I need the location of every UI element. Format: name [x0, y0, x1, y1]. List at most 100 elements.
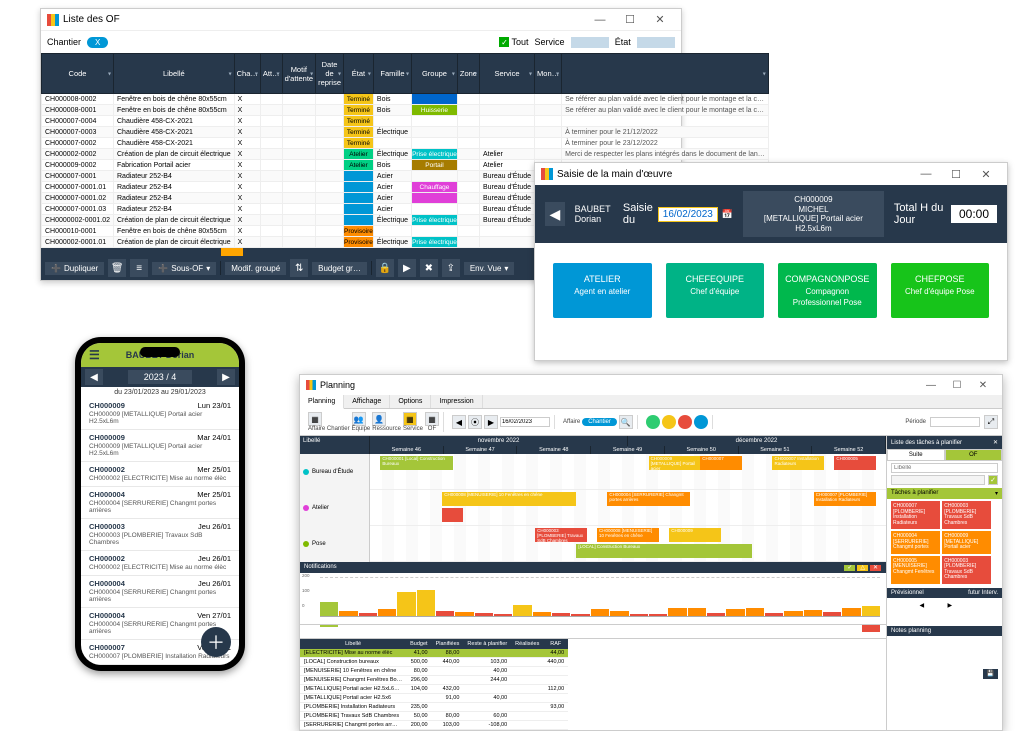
table-row[interactable]: CH000008-0001Fenêtre en bois de chêne 80…: [42, 105, 769, 116]
chantier-chip[interactable]: Chantier: [582, 418, 617, 426]
col-header[interactable]: État▾: [344, 54, 374, 94]
table-row[interactable]: CH000007-0002Chaudière 458-CX-2021XTermi…: [42, 138, 769, 149]
tab-options[interactable]: Options: [390, 395, 431, 408]
close-button[interactable]: ✕: [970, 380, 996, 391]
reorder-button[interactable]: ⇅: [290, 259, 308, 277]
gantt-bar[interactable]: CH000005: [834, 456, 875, 470]
btable-row[interactable]: [METALLIQUE] Portail acier H2.5x691,0040…: [300, 694, 568, 703]
btable-row[interactable]: [MENUISERIE] Changmt Fenêtres Bo…296,002…: [300, 676, 568, 685]
btable-col[interactable]: Budget: [406, 639, 431, 649]
side-notes-body[interactable]: [887, 636, 1002, 668]
col-header[interactable]: Code▾: [42, 54, 114, 94]
table-row[interactable]: CH000007-0004Chaudière 458-CX-2021XTermi…: [42, 116, 769, 127]
minimize-button[interactable]: —: [911, 168, 941, 180]
close-button[interactable]: ✕: [971, 168, 1001, 181]
maximize-button[interactable]: ☐: [944, 380, 970, 391]
menu-icon[interactable]: ☰: [89, 348, 100, 362]
gantt-bar[interactable]: CH000009: [669, 528, 721, 542]
back-button[interactable]: ◀: [545, 202, 565, 226]
side-task[interactable]: CH000005 [MENUISERIE] Changmt Fenêtres: [891, 556, 940, 584]
table-row[interactable]: CH000002-0002Création de plan de circuit…: [42, 149, 769, 160]
service-field[interactable]: [571, 37, 609, 48]
table-row[interactable]: CH000008-0002Fenêtre en bois de chêne 80…: [42, 94, 769, 105]
btable-col[interactable]: Libellé: [300, 639, 406, 649]
gantt-bar[interactable]: CH000003 [PLOMBERIE] Travaux SdB Chambre…: [535, 528, 587, 542]
side-search-input[interactable]: [891, 463, 998, 473]
btable-row[interactable]: [METALLIQUE] Portail acier H2.5xL6…104,0…: [300, 685, 568, 694]
nav-next-button[interactable]: ▶: [484, 415, 498, 429]
periode-input[interactable]: [930, 417, 980, 427]
list-button[interactable]: ≡: [130, 259, 148, 277]
prev-week-button[interactable]: ◀: [85, 369, 103, 385]
next-week-button[interactable]: ▶: [217, 369, 235, 385]
close-button[interactable]: ✕: [645, 13, 675, 26]
side-close-icon[interactable]: ✕: [993, 439, 998, 446]
zoom-button[interactable]: 🔍: [619, 415, 633, 429]
side-task[interactable]: CH000003 [PLOMBERIE] Travaux SdB Chambre…: [942, 556, 991, 584]
maximize-button[interactable]: ☐: [941, 168, 971, 181]
gantt-bar[interactable]: CH000007: [700, 456, 741, 470]
ressource-button[interactable]: 👤: [372, 412, 386, 426]
gantt-bar[interactable]: CH000007 [PLOMBERIE] Installation Radiat…: [814, 492, 876, 506]
lock-button[interactable]: 🔒: [376, 259, 394, 277]
gantt-body[interactable]: Bureau d'ÉtudeCH000001 [Local] Construct…: [300, 454, 886, 562]
of-button[interactable]: ▦: [425, 412, 439, 426]
col-header[interactable]: Zone▾: [457, 54, 479, 94]
tab-affichage[interactable]: Affichage: [344, 395, 390, 408]
side-save-icon[interactable]: 💾: [983, 669, 998, 679]
list-item[interactable]: CH000002Jeu 26/01CH000002 [ELECTRICITE] …: [81, 551, 239, 576]
col-header[interactable]: Service▾: [479, 54, 534, 94]
gantt-bar[interactable]: CH000009 [METALLIQUE] Portail acier: [649, 456, 701, 470]
list-item[interactable]: CH000004Jeu 26/01CH000004 [SERRURERIE] C…: [81, 576, 239, 608]
btable-col[interactable]: RAF: [543, 639, 568, 649]
side-task[interactable]: CH000004 [SERRURERIE] Changmt portes: [891, 531, 940, 554]
delete-button[interactable]: 🗑: [108, 259, 126, 277]
col-header[interactable]: Date de reprise▾: [316, 54, 344, 94]
export-button[interactable]: ⇪: [442, 259, 460, 277]
btable-row[interactable]: [SERRURERIE] Changmt portes arr…200,0010…: [300, 721, 568, 730]
calendar-icon[interactable]: 📅: [722, 209, 733, 220]
col-header[interactable]: ▾: [562, 54, 769, 94]
role-card[interactable]: CHEFEQUIPEChef d'équipe: [666, 263, 765, 318]
col-header[interactable]: Famille▾: [373, 54, 411, 94]
tab-impression[interactable]: Impression: [431, 395, 482, 408]
gantt-row-label[interactable]: Pose: [300, 526, 370, 562]
minimize-button[interactable]: —: [918, 380, 944, 391]
role-card[interactable]: COMPAGNONPOSECompagnon Professionnel Pos…: [778, 263, 877, 318]
list-item[interactable]: CH000004Mer 25/01CH000004 [SERRURERIE] C…: [81, 487, 239, 519]
list-item[interactable]: CH000009Mar 24/01CH000009 [METALLIQUE] P…: [81, 430, 239, 462]
chantier-card[interactable]: CH000009 MICHEL [METALLIQUE] Portail aci…: [743, 191, 884, 237]
play-button[interactable]: ▶: [398, 259, 416, 277]
affaire-button[interactable]: ▦: [308, 412, 322, 426]
side-task[interactable]: CH000009 [METALLIQUE] Portail acier: [942, 531, 991, 554]
gantt-bar[interactable]: CH000004 [SERRURERIE] Changmt portes arr…: [607, 492, 690, 506]
chk-slot[interactable]: [891, 475, 985, 485]
env-vue-button[interactable]: Env. Vue▾: [464, 262, 515, 275]
gantt-bar[interactable]: [442, 508, 463, 522]
btable-row[interactable]: [MENUISERIE] 10 Fenêtres en chêne80,0040…: [300, 667, 568, 676]
gantt-bar[interactable]: CH000008 [MENUISERIE] 10 Fenêtres en chê…: [597, 528, 659, 542]
col-header[interactable]: Libellé▾: [114, 54, 235, 94]
side-next-btn[interactable]: ▶: [948, 602, 970, 620]
nav-today-button[interactable]: ⦿: [468, 415, 482, 429]
table-row[interactable]: CH000007-0003Chaudière 458-CX-2021XTermi…: [42, 127, 769, 138]
tab-suite[interactable]: Suite: [887, 449, 945, 461]
btable-col[interactable]: Planifiées: [432, 639, 464, 649]
modif-groupe-button[interactable]: Modif. groupé: [225, 262, 286, 275]
tout-checkbox[interactable]: ✓Tout: [499, 37, 528, 47]
side-task[interactable]: CH000003 [PLOMBERIE] Travaux SdB Chambre…: [942, 501, 991, 529]
col-header[interactable]: Motif d'attente▾: [282, 54, 316, 94]
dupliquer-button[interactable]: ➕Dupliquer: [45, 262, 104, 275]
gantt-bar[interactable]: CH000001 [Local] Construction Bureaux: [380, 456, 452, 470]
col-header[interactable]: Mon…▾: [535, 54, 562, 94]
tab-of[interactable]: OF: [945, 449, 1003, 461]
equipe-button[interactable]: 👥: [352, 412, 366, 426]
col-header[interactable]: Att…▾: [260, 54, 282, 94]
minimize-button[interactable]: —: [585, 14, 615, 26]
btable-row[interactable]: [PLOMBERIE] Installation Radiateurs235,0…: [300, 703, 568, 712]
sous-of-button[interactable]: ➕Sous-OF▾: [152, 262, 216, 275]
week-label[interactable]: 2023 / 4: [128, 370, 193, 384]
col-header[interactable]: Groupe▾: [412, 54, 458, 94]
date-field[interactable]: 16/02/2023: [658, 207, 718, 222]
side-prev-btn[interactable]: ◀: [920, 602, 942, 620]
